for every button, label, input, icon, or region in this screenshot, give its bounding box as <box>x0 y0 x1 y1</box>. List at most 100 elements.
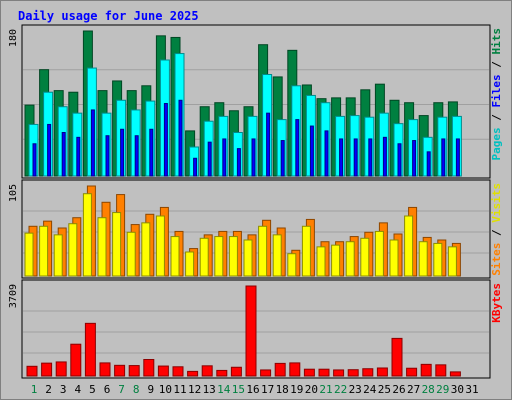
bar-kbytes-day-17 <box>260 369 272 377</box>
right-label-part: Visits <box>490 183 503 223</box>
bar-kbytes-day-18 <box>274 362 286 377</box>
bar-pages-day-19 <box>295 119 300 177</box>
bar-pages-day-8 <box>134 135 139 177</box>
bar-visits-day-11 <box>170 236 180 277</box>
x-label-day-19: 19 <box>290 383 303 396</box>
bar-pages-day-16 <box>251 138 256 177</box>
x-label-day-18: 18 <box>276 383 289 396</box>
x-label-day-10: 10 <box>159 383 172 396</box>
bar-visits-day-3 <box>53 234 63 277</box>
bar-pages-day-23 <box>353 138 358 177</box>
bar-pages-day-5 <box>90 109 95 177</box>
bar-visits-day-20 <box>301 225 311 277</box>
bar-pages-day-21 <box>324 130 329 177</box>
bar-pages-day-26 <box>397 143 402 177</box>
bar-kbytes-day-29 <box>435 364 447 377</box>
right-label-part: Sites <box>490 243 503 276</box>
bar-kbytes-day-1 <box>26 365 38 377</box>
bar-visits-day-10 <box>155 215 165 277</box>
bar-visits-day-23 <box>345 241 355 277</box>
bar-pages-day-2 <box>47 123 52 177</box>
bar-pages-day-25 <box>382 136 387 177</box>
right-label-part: / <box>490 223 503 243</box>
bar-pages-day-15 <box>236 148 241 177</box>
bar-kbytes-day-23 <box>347 369 359 377</box>
bar-kbytes-day-14 <box>216 369 228 377</box>
bar-visits-day-16 <box>243 239 253 277</box>
x-label-day-27: 27 <box>407 383 420 396</box>
bar-pages-day-10 <box>163 103 168 177</box>
bar-visits-day-2 <box>39 225 49 277</box>
bar-kbytes-day-9 <box>143 358 155 377</box>
bar-pages-day-27 <box>412 140 417 177</box>
bar-pages-day-1 <box>32 143 37 177</box>
x-label-day-13: 13 <box>203 383 216 396</box>
x-label-day-30: 30 <box>451 383 464 396</box>
bar-kbytes-day-16 <box>245 285 257 377</box>
bar-visits-day-15 <box>228 236 238 277</box>
right-axis-label: Sites / Visits <box>490 183 503 276</box>
bar-pages-day-18 <box>280 140 285 177</box>
bar-visits-day-14 <box>214 236 224 277</box>
bar-pages-day-30 <box>455 138 460 177</box>
x-label-day-14: 14 <box>217 383 231 396</box>
x-label-day-21: 21 <box>319 383 332 396</box>
x-label-day-12: 12 <box>188 383 201 396</box>
x-label-day-3: 3 <box>60 383 67 396</box>
bar-visits-day-29 <box>433 242 443 277</box>
bar-visits-day-1 <box>24 232 34 277</box>
bar-visits-day-12 <box>185 251 195 277</box>
bar-pages-day-6 <box>105 135 110 177</box>
x-label-day-9: 9 <box>147 383 154 396</box>
chart-title: Daily usage for June 2025 <box>18 9 199 23</box>
x-label-day-16: 16 <box>246 383 259 396</box>
bar-pages-day-29 <box>441 138 446 177</box>
bar-visits-day-28 <box>418 241 428 277</box>
bar-kbytes-day-7 <box>114 364 126 377</box>
right-axis-label: KBytes <box>490 283 503 323</box>
x-label-day-20: 20 <box>305 383 318 396</box>
bar-pages-day-22 <box>339 138 344 177</box>
bar-kbytes-day-25 <box>376 367 388 377</box>
bar-visits-day-5 <box>82 193 92 277</box>
bar-visits-day-8 <box>126 231 136 277</box>
x-label-day-1: 1 <box>31 383 38 396</box>
bar-kbytes-day-12 <box>187 370 199 377</box>
bar-visits-day-4 <box>68 223 78 277</box>
bar-kbytes-day-27 <box>406 367 418 377</box>
bar-visits-day-25 <box>374 230 384 277</box>
bar-kbytes-day-4 <box>70 343 82 377</box>
bar-kbytes-day-15 <box>230 366 242 377</box>
bar-kbytes-day-8 <box>128 365 140 377</box>
x-label-day-26: 26 <box>392 383 405 396</box>
bar-kbytes-day-22 <box>333 369 345 377</box>
x-label-day-7: 7 <box>118 383 125 396</box>
right-label-part: Hits <box>490 28 503 55</box>
x-label-day-5: 5 <box>89 383 96 396</box>
bar-pages-day-17 <box>266 112 271 177</box>
bar-kbytes-day-24 <box>362 368 374 377</box>
x-label-day-11: 11 <box>173 383 186 396</box>
bar-kbytes-day-5 <box>84 322 96 377</box>
bar-pages-day-13 <box>207 141 212 177</box>
y-max-label: 180 <box>8 29 19 47</box>
right-label-part: Files <box>490 74 503 107</box>
bar-visits-day-27 <box>404 215 414 277</box>
bar-kbytes-day-19 <box>289 362 301 377</box>
bar-visits-day-7 <box>112 212 122 277</box>
bar-pages-day-28 <box>426 151 431 177</box>
x-label-day-6: 6 <box>104 383 111 396</box>
x-label-day-29: 29 <box>436 383 449 396</box>
x-label-day-2: 2 <box>45 383 52 396</box>
bar-pages-day-11 <box>178 99 183 177</box>
x-label-day-22: 22 <box>334 383 347 396</box>
bar-kbytes-day-3 <box>55 361 67 377</box>
bar-visits-day-22 <box>331 244 341 277</box>
x-label-day-17: 17 <box>261 383 274 396</box>
right-label-part: / <box>490 108 503 128</box>
bar-kbytes-day-28 <box>420 363 432 377</box>
bar-visits-day-26 <box>389 239 399 277</box>
bar-visits-day-24 <box>360 237 370 277</box>
bar-kbytes-day-13 <box>201 365 213 377</box>
